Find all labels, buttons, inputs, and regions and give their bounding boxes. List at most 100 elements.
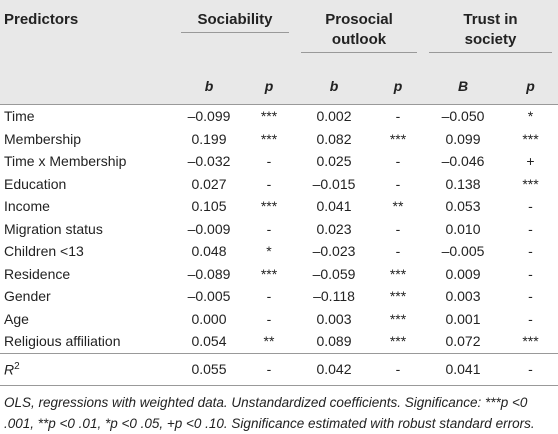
cell: -: [395, 153, 401, 170]
subheader: b: [295, 68, 373, 105]
cell: -: [266, 220, 272, 237]
cell: -: [528, 243, 533, 260]
cell: –0.032: [187, 153, 231, 170]
cell: ***: [260, 265, 278, 282]
cell: –0.046: [441, 153, 485, 170]
cell: -: [395, 175, 401, 192]
cell: -: [266, 153, 272, 170]
predictor-label: Membership: [4, 130, 82, 147]
data-row: Religious affiliation 0.054 ** 0.089 *** 0.07…: [0, 330, 558, 353]
cell: 0.010: [445, 220, 481, 237]
table-body: Time –0.099 *** 0.002 - –0.050 * Membership 0.19…: [0, 105, 558, 386]
cell: ***: [260, 198, 278, 215]
data-row: Children <13 0.048 * –0.023 - –0.005 -: [0, 240, 558, 263]
cell: -: [243, 352, 295, 386]
cell: –0.015: [312, 175, 356, 192]
predictor-label: Residence: [4, 265, 71, 282]
data-row: Membership 0.199 *** 0.082 *** 0.099 ***: [0, 128, 558, 151]
cell: -: [266, 310, 272, 327]
cell: 0.001: [445, 310, 481, 327]
cell: **: [263, 333, 275, 350]
cell: –0.050: [441, 108, 485, 125]
cell: 0.002: [316, 108, 352, 125]
group-label: Prosocial outlook: [301, 10, 417, 53]
cell: ***: [389, 265, 407, 282]
cell: 0.025: [316, 153, 352, 170]
cell: -: [528, 288, 533, 305]
cell: 0.199: [191, 130, 227, 147]
cell: ***: [260, 108, 278, 125]
cell: ***: [522, 333, 539, 350]
cell: ***: [389, 288, 407, 305]
cell: -: [373, 352, 423, 386]
predictor-label: Time: [4, 108, 35, 125]
cell: -: [528, 310, 533, 327]
cell: -: [528, 220, 533, 237]
cell: –0.005: [441, 243, 485, 260]
cell: 0.000: [191, 310, 227, 327]
group-label-line: Trust in: [463, 11, 518, 28]
table-header: Predictors Sociability Prosocial outlook Tr…: [0, 0, 558, 105]
cell: -: [266, 288, 272, 305]
r2-row: R2 0.055-0.042-0.041-: [0, 352, 558, 386]
cell: ***: [389, 333, 407, 350]
cell: 0.048: [191, 243, 227, 260]
cell: 0.138: [445, 175, 481, 192]
predictors-header: Predictors: [4, 11, 79, 28]
cell: 0.041: [423, 352, 503, 386]
cell: –0.059: [312, 265, 356, 282]
blank-cell: [0, 68, 175, 105]
data-row: Age 0.000 - 0.003 *** 0.001 -: [0, 308, 558, 331]
cell: -: [528, 265, 533, 282]
data-row: Time x Membership –0.032 - 0.025 - –0.046 +: [0, 150, 558, 173]
cell: +: [526, 153, 535, 170]
data-row: Gender –0.005 - –0.118 *** 0.003 -: [0, 285, 558, 308]
cell: 0.023: [316, 220, 352, 237]
cell: **: [392, 198, 404, 215]
cell: –0.089: [187, 265, 231, 282]
predictor-label: Gender: [4, 288, 51, 305]
predictor-label: Age: [4, 310, 29, 327]
cell: ***: [389, 130, 407, 147]
subheader: p: [373, 68, 423, 105]
predictor-label: Religious affiliation: [4, 333, 121, 350]
data-row: Residence –0.089 *** –0.059 *** 0.009 -: [0, 263, 558, 286]
predictor-label: Income: [4, 198, 50, 215]
results-table: Predictors Sociability Prosocial outlook Tr…: [0, 0, 558, 386]
r2-label: R2: [0, 352, 175, 386]
predictor-label: Migration status: [4, 220, 103, 237]
cell: 0.105: [191, 198, 227, 215]
group-label-line: Prosocial: [325, 11, 393, 28]
group-label-line: Sociability: [197, 11, 273, 28]
group-header: Trust in society: [423, 0, 558, 68]
cell: 0.053: [445, 198, 481, 215]
cell: –0.118: [313, 288, 355, 305]
group-header-row: Predictors Sociability Prosocial outlook Tr…: [0, 0, 558, 68]
cell: 0.055: [175, 352, 243, 386]
cell: –0.005: [187, 288, 231, 305]
cell: –0.023: [312, 243, 356, 260]
group-header: Prosocial outlook: [295, 0, 423, 68]
cell: 0.099: [445, 130, 481, 147]
cell: ***: [522, 130, 539, 147]
cell: -: [395, 108, 401, 125]
subheader: b: [175, 68, 243, 105]
cell: –0.009: [187, 220, 231, 237]
group-header: Sociability: [175, 0, 295, 68]
group-label: Trust in society: [429, 10, 553, 53]
cell: -: [503, 352, 558, 386]
data-row: Time –0.099 *** 0.002 - –0.050 *: [0, 105, 558, 128]
predictor-label: Time x Membership: [4, 153, 127, 170]
cell: –0.099: [187, 108, 231, 125]
predictor-label: Education: [4, 175, 67, 192]
cell: -: [395, 220, 401, 237]
subheader: p: [243, 68, 295, 105]
cell: 0.089: [316, 333, 352, 350]
cell: *: [266, 243, 272, 260]
cell: 0.054: [191, 333, 227, 350]
footnote: OLS, regressions with weighted data. Uns…: [4, 394, 535, 431]
cell: ***: [260, 130, 278, 147]
cell: -: [266, 175, 272, 192]
